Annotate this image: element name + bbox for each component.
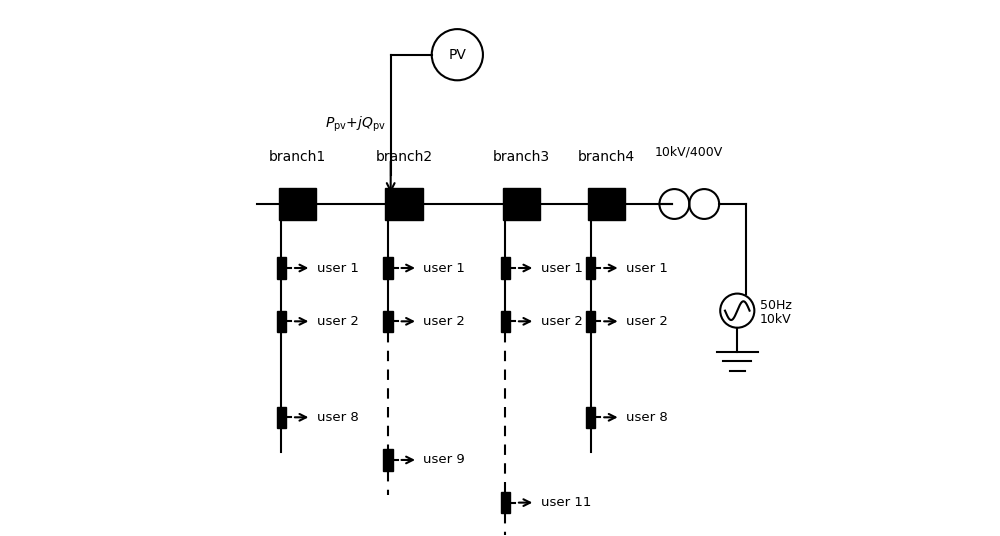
Text: user 1: user 1 [317,262,358,274]
Text: branch1: branch1 [269,150,326,164]
Text: user 2: user 2 [541,315,582,328]
Bar [586,407,595,428]
Text: user 2: user 2 [626,315,668,328]
Bar [501,257,510,279]
Text: 10kV/400V: 10kV/400V [655,146,723,159]
Text: branch2: branch2 [375,150,433,164]
Bar [503,188,540,220]
Text: branch4: branch4 [578,150,635,164]
Bar [383,449,393,471]
Text: 10kV: 10kV [760,312,791,326]
Bar [277,407,286,428]
Text: user 1: user 1 [423,262,465,274]
Bar [279,188,316,220]
Bar [385,188,423,220]
Text: branch3: branch3 [493,150,550,164]
Bar [586,257,595,279]
Bar [277,257,286,279]
Text: user 8: user 8 [626,411,668,424]
Text: user 11: user 11 [541,496,591,509]
Text: user 1: user 1 [541,262,582,274]
Text: user 2: user 2 [317,315,358,328]
Text: PV: PV [448,48,466,62]
Text: 50Hz: 50Hz [760,299,792,312]
Bar [501,492,510,513]
Text: user 9: user 9 [423,453,465,466]
Text: user 1: user 1 [626,262,668,274]
Bar [588,188,625,220]
Text: $P_{\rm pv}$+j$Q_{\rm pv}$: $P_{\rm pv}$+j$Q_{\rm pv}$ [325,114,385,133]
Bar [586,311,595,332]
Bar [383,257,393,279]
Text: user 8: user 8 [317,411,358,424]
Bar [277,311,286,332]
Text: user 2: user 2 [423,315,465,328]
Bar [501,311,510,332]
Bar [383,311,393,332]
